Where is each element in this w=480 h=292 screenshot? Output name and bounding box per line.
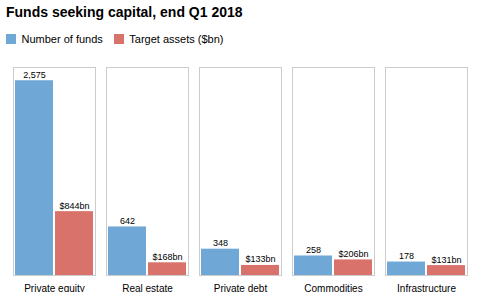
svg-text:348: 348: [213, 238, 228, 248]
svg-text:2,575: 2,575: [23, 69, 46, 79]
svg-text:$168bn: $168bn: [152, 251, 182, 261]
svg-text:642: 642: [120, 215, 135, 225]
svg-text:Private equity: Private equity: [24, 282, 85, 292]
svg-text:$131bn: $131bn: [431, 254, 461, 264]
svg-text:178: 178: [399, 251, 414, 261]
svg-text:$133bn: $133bn: [245, 254, 275, 264]
svg-text:Real estate: Real estate: [122, 282, 173, 292]
svg-text:$206bn: $206bn: [338, 248, 368, 258]
html-text:Number of funds: Number of funds: [21, 32, 103, 45]
html-text:Funds seeking capital, end Q1: Funds seeking capital, end Q1 2018: [6, 4, 243, 20]
svg-text:Commodities: Commodities: [304, 282, 362, 292]
svg-text:$844bn: $844bn: [59, 200, 89, 210]
svg-text:258: 258: [306, 244, 321, 254]
html-text:Target assets ($bn): Target assets ($bn): [129, 32, 224, 45]
svg-text:Private debt: Private debt: [214, 282, 268, 292]
svg-text:Infrastructure: Infrastructure: [397, 282, 456, 292]
